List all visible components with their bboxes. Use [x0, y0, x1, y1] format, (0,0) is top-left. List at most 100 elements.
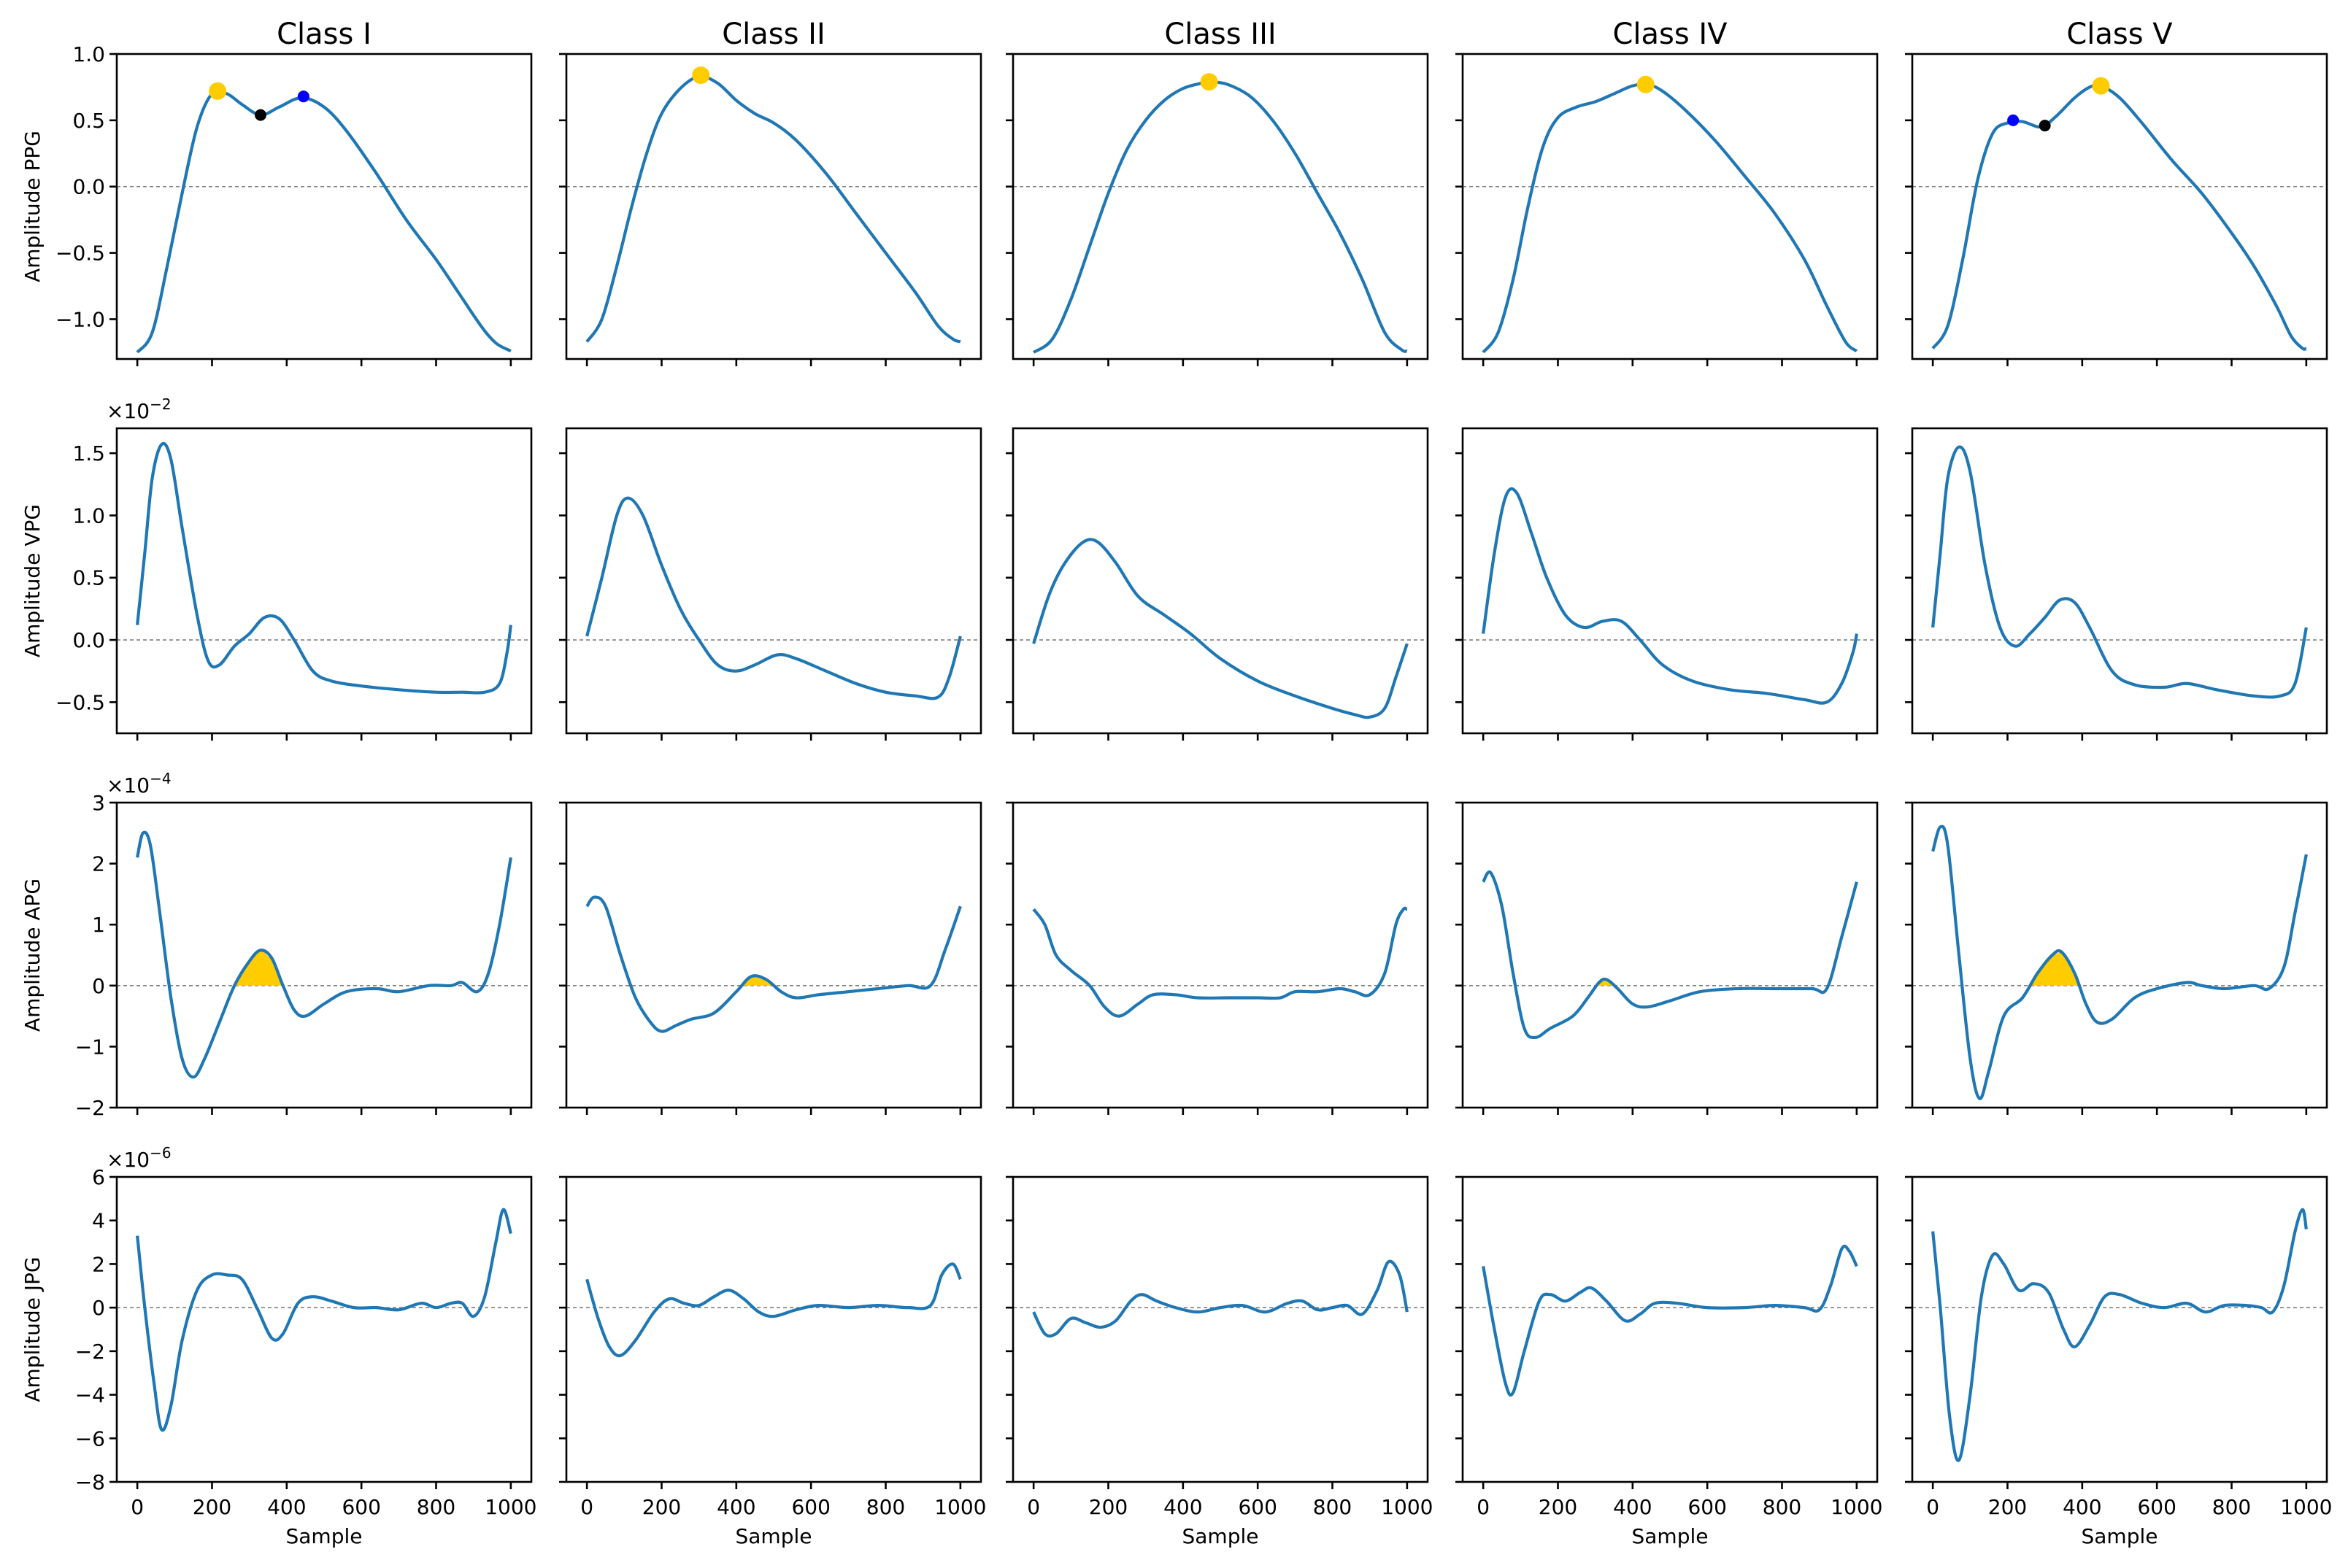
x-tick-label: 1000 — [1831, 1495, 1882, 1519]
signal-line — [1931, 824, 2308, 1100]
peak-marker — [2007, 114, 2020, 126]
signal-line — [585, 74, 961, 344]
y-tick-label: −1 — [75, 1035, 105, 1059]
x-tick-label: 1000 — [934, 1495, 986, 1519]
y-tick-label: 1.0 — [72, 503, 105, 528]
panel-1-3 — [1006, 53, 1429, 366]
panel-3-1: 3 2 1 0 −1 −2 — [75, 791, 533, 1120]
peak-marker — [255, 109, 267, 121]
x-tick-label: 400 — [717, 1495, 755, 1519]
peak-marker — [2039, 120, 2051, 132]
y-tick-label: 2 — [92, 1252, 105, 1276]
axes-frame — [1461, 53, 1879, 360]
y-tick-label: −1.0 — [55, 307, 105, 331]
axes-frame — [1012, 1175, 1429, 1483]
column-title: Class III — [1164, 18, 1276, 51]
x-tick-label: 800 — [866, 1495, 905, 1519]
signal-line — [1032, 906, 1408, 1018]
y-tick-label: 1 — [92, 913, 105, 937]
signal-line — [1482, 1244, 1858, 1397]
axes-frame — [1012, 53, 1429, 360]
panel-4-4: 0 200 400 600 800 1000 Sample — [1455, 1175, 1882, 1548]
signal-line — [1931, 1208, 2308, 1462]
panel-1-1: 1.0 0.5 0.0 −0.5 −1.0 — [55, 42, 533, 366]
signal-line — [1032, 80, 1408, 354]
x-tick-label: 0 — [1027, 1495, 1040, 1519]
x-tick-label: 600 — [1687, 1495, 1726, 1519]
axes-frame — [115, 801, 533, 1109]
panel-2-1: 1.5 1.0 0.5 0.0 −0.5 — [55, 427, 533, 741]
y-tick-label: 0.0 — [72, 175, 105, 199]
signal-line — [136, 1208, 512, 1432]
x-tick-label: 0 — [1926, 1495, 1939, 1519]
x-tick-label: 400 — [1613, 1495, 1652, 1519]
column-title: Class IV — [1612, 18, 1728, 51]
peak-marker — [2092, 77, 2110, 95]
axes-frame — [1461, 427, 1879, 735]
panel-1-2 — [559, 53, 982, 366]
axes-frame — [115, 427, 533, 735]
y-tick-label: 6 — [92, 1165, 105, 1189]
x-tick-label: 600 — [791, 1495, 830, 1519]
y-tick-label: −0.5 — [55, 242, 105, 266]
axis-offset-label: ×10−4 — [107, 770, 172, 797]
panel-2-4 — [1455, 427, 1879, 741]
x-tick-label: 800 — [1313, 1495, 1352, 1519]
x-tick-label: 1000 — [2280, 1495, 2332, 1519]
column-title: Class I — [277, 18, 372, 51]
y-tick-label: 0 — [92, 974, 105, 998]
axes-frame — [115, 53, 533, 360]
signal-line — [1482, 487, 1858, 705]
axis-offset-label: ×10−6 — [107, 1144, 172, 1172]
x-tick-label: 0 — [1477, 1495, 1490, 1519]
y-tick-label: 0.0 — [72, 628, 105, 652]
y-tick-label: 0 — [92, 1296, 105, 1320]
x-axis-label: Sample — [736, 1524, 812, 1548]
axes-frame — [565, 801, 982, 1109]
signal-line — [1032, 1259, 1409, 1338]
x-axis-label: Sample — [286, 1524, 363, 1548]
x-tick-label: 600 — [2137, 1495, 2176, 1519]
x-tick-label: 400 — [267, 1495, 306, 1519]
y-tick-label: −6 — [75, 1426, 105, 1451]
panel-1-4 — [1455, 53, 1879, 366]
x-tick-label: 200 — [642, 1495, 681, 1519]
y-tick-label: −4 — [75, 1383, 105, 1407]
x-axis-label: Sample — [1182, 1524, 1259, 1548]
x-tick-label: 400 — [1163, 1495, 1202, 1519]
x-tick-label: 200 — [1539, 1495, 1577, 1519]
signal-line — [1482, 82, 1858, 354]
axes-frame — [565, 427, 982, 735]
y-tick-label: 0.5 — [72, 566, 105, 590]
panel-4-5: 0 200 400 600 800 1000 Sample — [1905, 1175, 2332, 1548]
axes-frame — [1911, 427, 2328, 735]
y-axis-label: Amplitude APG — [20, 878, 45, 1032]
y-tick-label: 0.5 — [72, 109, 105, 133]
y-tick-label: −2 — [75, 1096, 105, 1120]
panel-2-2 — [559, 427, 982, 741]
panel-3-5 — [1905, 801, 2328, 1115]
y-tick-label: 4 — [92, 1209, 105, 1233]
x-tick-label: 1000 — [485, 1495, 536, 1519]
y-tick-label: 1.5 — [72, 441, 105, 466]
peak-marker — [209, 82, 227, 100]
axes-frame — [1911, 53, 2328, 360]
x-tick-label: 0 — [580, 1495, 593, 1519]
signal-line — [1482, 870, 1858, 1040]
x-axis-label: Sample — [1632, 1524, 1709, 1548]
x-tick-label: 400 — [2063, 1495, 2101, 1519]
y-tick-label: −2 — [75, 1340, 105, 1364]
signal-line — [136, 89, 512, 354]
axes-frame — [1911, 1175, 2328, 1483]
x-tick-label: 800 — [2212, 1495, 2251, 1519]
axes-frame — [1012, 801, 1429, 1109]
signal-line — [585, 895, 962, 1033]
signal-line — [585, 496, 962, 700]
x-tick-label: 0 — [131, 1495, 144, 1519]
y-tick-label: 3 — [92, 791, 105, 815]
signal-line — [1931, 83, 2307, 351]
axes-frame — [1012, 427, 1429, 735]
column-title: Class II — [722, 18, 825, 51]
panel-4-2: 0 200 400 600 800 1000 Sample — [559, 1175, 986, 1548]
